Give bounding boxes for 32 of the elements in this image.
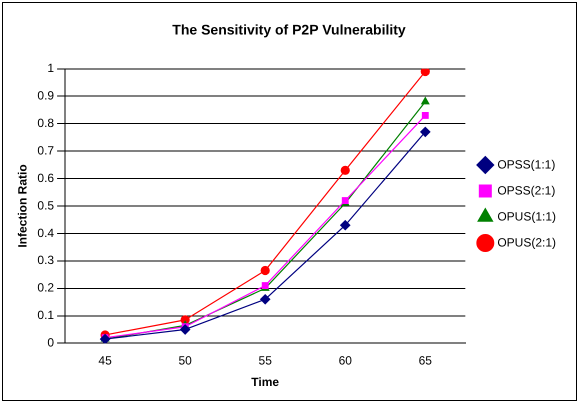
point — [421, 97, 430, 104]
point — [180, 324, 190, 335]
y-tick-label: 0.4 — [37, 226, 54, 240]
y-tick-label: 0 — [47, 336, 54, 350]
point — [260, 266, 270, 276]
legend-label: OPUS(2:1) — [497, 235, 556, 250]
x-tick-label: 50 — [178, 354, 192, 368]
y-tick-label: 0.7 — [37, 143, 54, 158]
y-axis-title: Infection Ratio — [16, 164, 30, 248]
y-tick-label: 0.8 — [37, 116, 54, 130]
point — [420, 126, 430, 138]
y-tick-label: 0.5 — [37, 198, 54, 212]
legend-label: OPSS(1:1) — [497, 157, 556, 172]
x-tick-label: 60 — [338, 354, 352, 368]
y-tick-label: 0.2 — [37, 280, 54, 295]
x-tick-label: 65 — [418, 354, 432, 368]
point — [340, 220, 350, 230]
point — [340, 166, 350, 175]
point — [420, 68, 430, 76]
y-tick-label: 0.3 — [37, 253, 54, 268]
legend-label: OPSS(2:1) — [497, 183, 556, 198]
y-tick-label: 0.1 — [37, 308, 54, 322]
y-tick-label: 0.6 — [37, 170, 54, 185]
y-tick-label: 1 — [47, 61, 54, 76]
x-tick-label: 55 — [258, 354, 272, 368]
x-tick-label: 45 — [98, 354, 112, 368]
y-tick-label: 0.9 — [37, 88, 54, 103]
chart-title: The Sensitivity of P2P Vulnerability — [172, 21, 406, 38]
point — [422, 112, 429, 119]
legend-label: OPUS(1:1) — [497, 209, 556, 224]
x-axis-title: Time — [251, 375, 280, 390]
point — [260, 294, 270, 304]
